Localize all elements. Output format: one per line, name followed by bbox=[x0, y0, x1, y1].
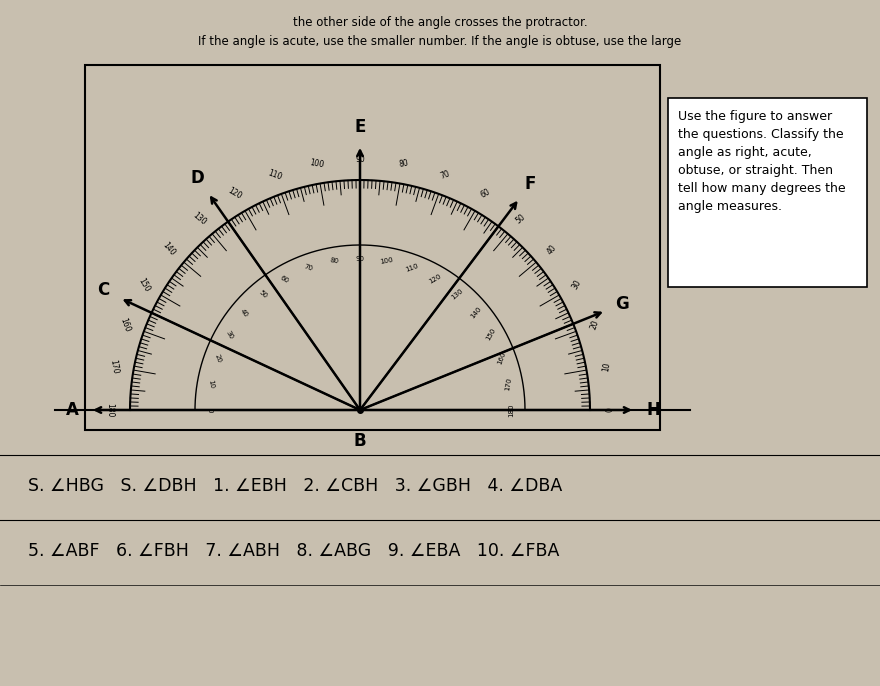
Text: 0: 0 bbox=[605, 407, 614, 412]
Text: B: B bbox=[354, 432, 366, 450]
Text: 130: 130 bbox=[450, 287, 464, 301]
Text: 5. ∠ABF   6. ∠FBH   7. ∠ABH   8. ∠ABG   9. ∠EBA   10. ∠FBA: 5. ∠ABF 6. ∠FBH 7. ∠ABH 8. ∠ABG 9. ∠EBA … bbox=[28, 542, 560, 560]
Text: 90: 90 bbox=[356, 256, 364, 262]
Text: 0: 0 bbox=[206, 407, 212, 412]
Text: 120: 120 bbox=[429, 273, 443, 285]
Text: 170: 170 bbox=[108, 359, 120, 375]
Text: 160: 160 bbox=[497, 351, 507, 366]
Text: H: H bbox=[646, 401, 660, 419]
Text: D: D bbox=[191, 169, 204, 187]
Text: 20: 20 bbox=[214, 353, 223, 364]
Text: 80: 80 bbox=[329, 257, 339, 265]
Text: 50: 50 bbox=[514, 212, 527, 225]
Text: 10: 10 bbox=[208, 379, 215, 389]
Text: 140: 140 bbox=[160, 241, 177, 258]
Text: 30: 30 bbox=[224, 329, 234, 340]
Text: 120: 120 bbox=[226, 186, 244, 201]
Text: E: E bbox=[355, 118, 366, 136]
Text: 30: 30 bbox=[570, 279, 583, 292]
Text: 130: 130 bbox=[191, 211, 208, 226]
Text: If the angle is acute, use the smaller number. If the angle is obtuse, use the l: If the angle is acute, use the smaller n… bbox=[198, 35, 682, 48]
Text: 40: 40 bbox=[545, 243, 558, 256]
Text: 40: 40 bbox=[239, 307, 249, 318]
Bar bbox=[85, 65, 660, 430]
Text: G: G bbox=[615, 295, 629, 313]
Text: 100: 100 bbox=[379, 257, 393, 265]
Text: 80: 80 bbox=[398, 158, 409, 169]
Text: 50: 50 bbox=[258, 289, 268, 300]
Text: 90: 90 bbox=[356, 156, 365, 165]
Text: A: A bbox=[66, 401, 78, 419]
Text: 20: 20 bbox=[589, 318, 601, 331]
FancyBboxPatch shape bbox=[668, 98, 867, 287]
Text: F: F bbox=[524, 175, 536, 193]
Text: 110: 110 bbox=[267, 168, 282, 182]
Text: 160: 160 bbox=[119, 316, 132, 333]
Text: 180: 180 bbox=[106, 403, 114, 417]
Text: 70: 70 bbox=[303, 263, 313, 272]
Text: 110: 110 bbox=[404, 263, 419, 273]
Text: 100: 100 bbox=[309, 158, 325, 169]
Text: 180: 180 bbox=[508, 403, 514, 417]
Text: Use the figure to answer
the questions. Classify the
angle as right, acute,
obtu: Use the figure to answer the questions. … bbox=[678, 110, 846, 213]
Text: the other side of the angle crosses the protractor.: the other side of the angle crosses the … bbox=[293, 16, 587, 29]
Text: 150: 150 bbox=[136, 276, 151, 294]
Text: S. ∠HBG   S. ∠DBH   1. ∠EBH   2. ∠CBH   3. ∠GBH   4. ∠DBA: S. ∠HBG S. ∠DBH 1. ∠EBH 2. ∠CBH 3. ∠GBH … bbox=[28, 477, 562, 495]
Text: 70: 70 bbox=[439, 169, 451, 181]
Text: C: C bbox=[98, 281, 110, 299]
Text: 60: 60 bbox=[479, 187, 491, 200]
Text: 150: 150 bbox=[485, 327, 496, 342]
Text: 10: 10 bbox=[601, 361, 612, 372]
Text: 170: 170 bbox=[504, 377, 513, 391]
Text: 60: 60 bbox=[279, 274, 290, 284]
Text: 140: 140 bbox=[469, 306, 482, 320]
